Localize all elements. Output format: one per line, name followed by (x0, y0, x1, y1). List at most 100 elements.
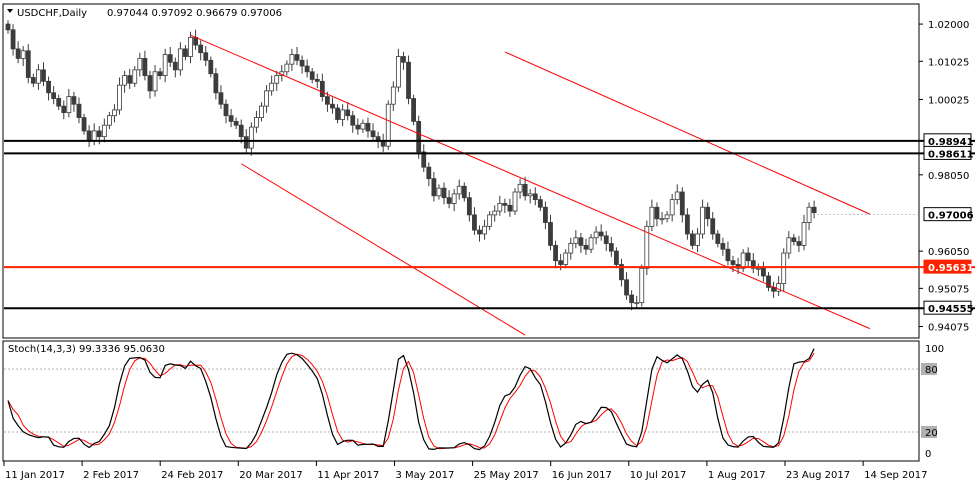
candle-body (730, 260, 736, 265)
candle-body (345, 109, 351, 117)
candle-body (213, 73, 219, 94)
stochastic-panel (2, 340, 920, 462)
trend-channel-line (190, 34, 871, 330)
candle-body (406, 61, 411, 99)
candle-body (188, 37, 193, 57)
candle-body (436, 187, 442, 197)
candle-body (477, 229, 482, 235)
candle-body (152, 71, 158, 92)
trend-channels (190, 34, 871, 336)
candle-body (233, 120, 239, 126)
candle-body (299, 59, 305, 67)
candle-body (456, 185, 462, 195)
candle-body (492, 210, 498, 216)
stochastic-axis-label: 20 (925, 428, 938, 439)
price-panel (2, 3, 920, 339)
price-tick-label: 0.98050 (928, 171, 969, 182)
date-tick-label: 11 Jan 2017 (5, 470, 65, 481)
candle-body (61, 105, 67, 114)
date-tick-label: 16 Jun 2017 (552, 470, 612, 481)
chart-menu-triangle-icon[interactable] (7, 9, 13, 13)
candle-body (46, 80, 51, 94)
candle-body (431, 178, 437, 197)
candle-body (20, 50, 26, 59)
price-tick-label: 0.95075 (928, 284, 969, 295)
candle-body (395, 56, 401, 88)
candle-body (122, 75, 128, 86)
candle-body (512, 191, 518, 212)
candle-body (177, 48, 183, 71)
candle-body (801, 222, 807, 246)
candle-body (750, 260, 756, 269)
candle-body (360, 122, 366, 130)
candle-body (183, 48, 188, 57)
candle-body (644, 225, 650, 269)
candle-body (441, 187, 447, 199)
candle-body (56, 98, 62, 107)
candle-body (142, 58, 148, 76)
candle-body (81, 117, 87, 132)
chart-symbol: USDCHF,Daily (17, 8, 87, 19)
stochastic-axis-label: 80 (925, 365, 938, 376)
candle-body (203, 52, 209, 61)
candle-body (639, 267, 645, 304)
candle-body (603, 235, 609, 244)
date-tick-label: 23 Aug 2017 (786, 470, 850, 481)
date-tick-label: 2 Feb 2017 (83, 470, 139, 481)
current-price-box (923, 207, 972, 222)
candle-body (193, 37, 198, 46)
date-tick-label: 14 Sep 2017 (864, 470, 927, 481)
level-label: 0.98941 (928, 137, 974, 148)
candle-body (218, 92, 224, 105)
candle-body (690, 233, 695, 246)
candle-body (426, 166, 432, 180)
candle-body (289, 54, 295, 65)
candle-body (401, 56, 406, 63)
date-tick-label: 10 Jul 2017 (630, 470, 687, 481)
candle-body (548, 222, 553, 246)
candle-body (507, 204, 513, 212)
candle-body (532, 193, 538, 201)
stochastic-label: Stoch(14,3,3) 99.3336 95.0630 (8, 344, 165, 355)
candle-body (76, 103, 82, 118)
candle-body (679, 191, 685, 216)
candle-body (517, 183, 523, 193)
candle-body (132, 69, 138, 84)
date-axis: 11 Jan 2017 2 Feb 2017 24 Feb 2017 20 Mar 2… (3, 461, 927, 481)
candle-body (208, 59, 214, 75)
candle-body (157, 71, 163, 76)
candle-body (649, 206, 655, 227)
candle-body (710, 218, 716, 235)
stochastic-axis: 100 80 20 0 (921, 344, 944, 460)
level-label-box (923, 259, 972, 274)
candle-body (101, 124, 107, 138)
candle-body (269, 82, 275, 92)
candle-body (284, 63, 290, 73)
candle-body (355, 124, 361, 130)
candle-body (563, 252, 569, 265)
candle-body (522, 183, 528, 197)
candle-body (664, 214, 670, 220)
date-tick-label: 24 Feb 2017 (161, 470, 223, 481)
candle-body (330, 103, 335, 109)
candle-body (497, 203, 503, 212)
candle-body (325, 96, 330, 105)
candle-body (725, 248, 731, 262)
candle-body (583, 245, 589, 250)
trend-channel-line (240, 163, 526, 336)
stochastic-main-line (7, 348, 815, 451)
price-tick-label: 0.94075 (928, 323, 969, 334)
current-price-label: 0.97006 (928, 211, 974, 222)
candle-body (720, 243, 726, 250)
date-tick-label: 11 Apr 2017 (317, 470, 379, 481)
date-tick-label: 20 Mar 2017 (239, 470, 302, 481)
candle-body (543, 206, 548, 223)
stochastic-axis-label: 0 (925, 449, 931, 460)
candle-body (243, 136, 249, 149)
candle-body (715, 233, 721, 244)
candle-body (304, 65, 310, 73)
candle-body (629, 294, 635, 304)
candle-body (472, 214, 477, 231)
